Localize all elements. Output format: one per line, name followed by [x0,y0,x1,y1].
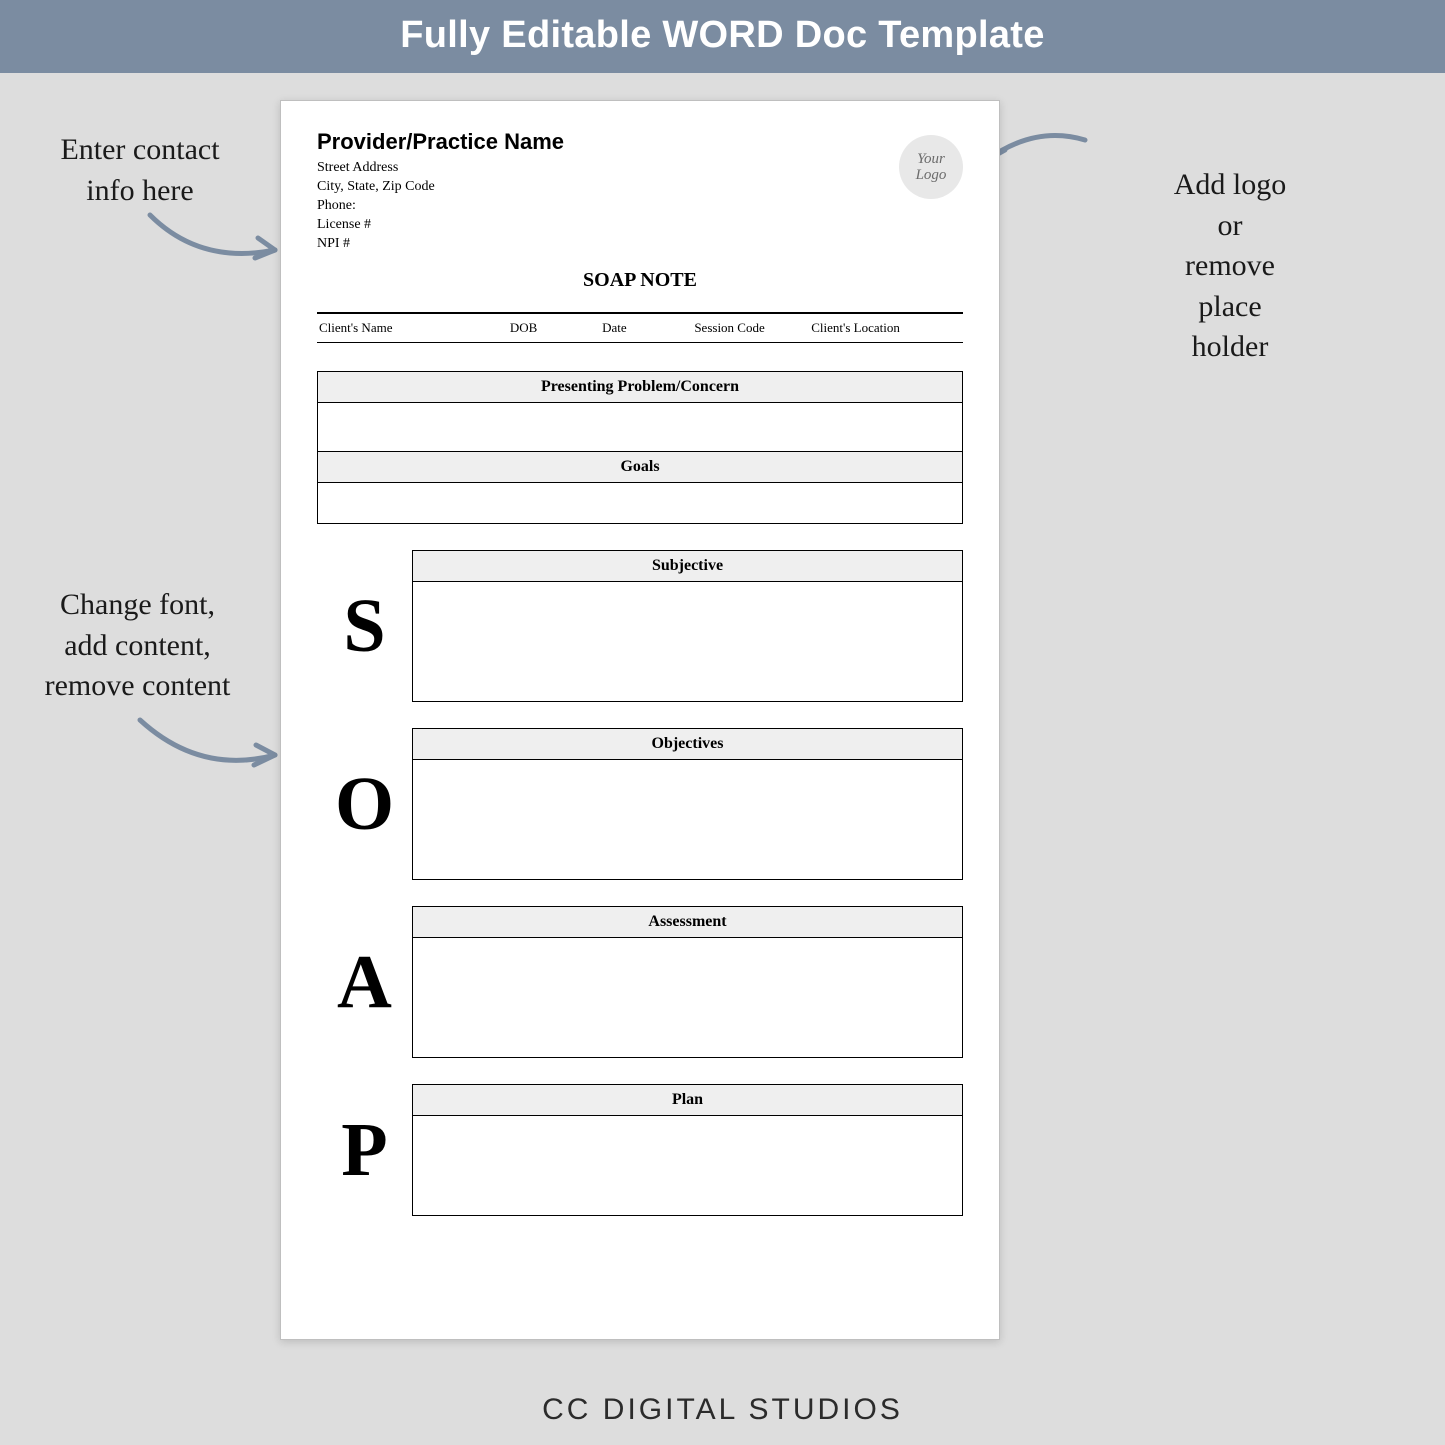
provider-line-1: Street Address [317,159,963,178]
callout-edit-l1: Change font, [60,588,215,621]
callout-logo: Add logo or remove place holder [1020,165,1440,368]
callout-logo-l5: holder [1192,330,1269,363]
soap-heading-plan: Plan [412,1084,963,1116]
soap-row-s: S Subjective [317,550,963,702]
provider-line-4: License # [317,216,963,235]
field-client-name: Client's Name [319,320,510,336]
footer-brand: CC DIGITAL STUDIOS [0,1393,1445,1427]
section-heading: Presenting Problem/Concern [318,372,962,403]
soap-letter-o: O [317,728,412,880]
callout-logo-l1: Add logo [1174,168,1287,201]
field-session-code: Session Code [694,320,811,336]
callout-edit: Change font, add content, remove content [0,585,275,707]
section-heading: Goals [318,452,962,483]
logo-placeholder: Your Logo [899,135,963,199]
callout-contact-l1: Enter contact [60,133,219,166]
soap-heading-assessment: Assessment [412,906,963,938]
section-body [318,483,962,523]
soap-row-a: A Assessment [317,906,963,1058]
provider-name: Provider/Practice Name [317,129,963,155]
soap-box [412,582,963,702]
field-dob: DOB [510,320,602,336]
provider-line-5: NPI # [317,235,963,254]
soap-box [412,1116,963,1216]
soap-letter-a: A [317,906,412,1058]
logo-text-1: Your [917,151,945,167]
soap-row-o: O Objectives [317,728,963,880]
callout-edit-l2: add content, [64,629,211,662]
arrow-contact-icon [140,200,290,280]
soap-heading-objectives: Objectives [412,728,963,760]
document-title: SOAP NOTE [317,269,963,292]
callout-contact: Enter contact info here [10,130,270,211]
arrow-edit-icon [130,705,290,785]
soap-row-p: P Plan [317,1084,963,1216]
provider-line-3: Phone: [317,197,963,216]
section-presenting-problem: Presenting Problem/Concern [317,371,963,452]
field-date: Date [602,320,694,336]
logo-text-2: Logo [916,167,947,183]
client-field-row: Client's Name DOB Date Session Code Clie… [317,312,963,343]
callout-logo-l4: place [1198,290,1261,323]
soap-letter-p: P [317,1084,412,1216]
callout-logo-l2: or [1218,209,1243,242]
section-goals: Goals [317,452,963,524]
soap-letter-s: S [317,550,412,702]
callout-edit-l3: remove content [45,669,231,702]
banner: Fully Editable WORD Doc Template [0,0,1445,73]
provider-lines: Street Address City, State, Zip Code Pho… [317,159,963,253]
provider-block: Provider/Practice Name Street Address Ci… [317,129,963,253]
soap-heading-subjective: Subjective [412,550,963,582]
provider-line-2: City, State, Zip Code [317,178,963,197]
banner-title: Fully Editable WORD Doc Template [400,14,1044,56]
field-location: Client's Location [811,320,961,336]
callout-logo-l3: remove [1185,249,1275,282]
document-page: Provider/Practice Name Street Address Ci… [280,100,1000,1340]
section-body [318,403,962,451]
soap-wrap: S Subjective O Objectives A Assessment P… [317,550,963,1216]
soap-box [412,760,963,880]
soap-box [412,938,963,1058]
